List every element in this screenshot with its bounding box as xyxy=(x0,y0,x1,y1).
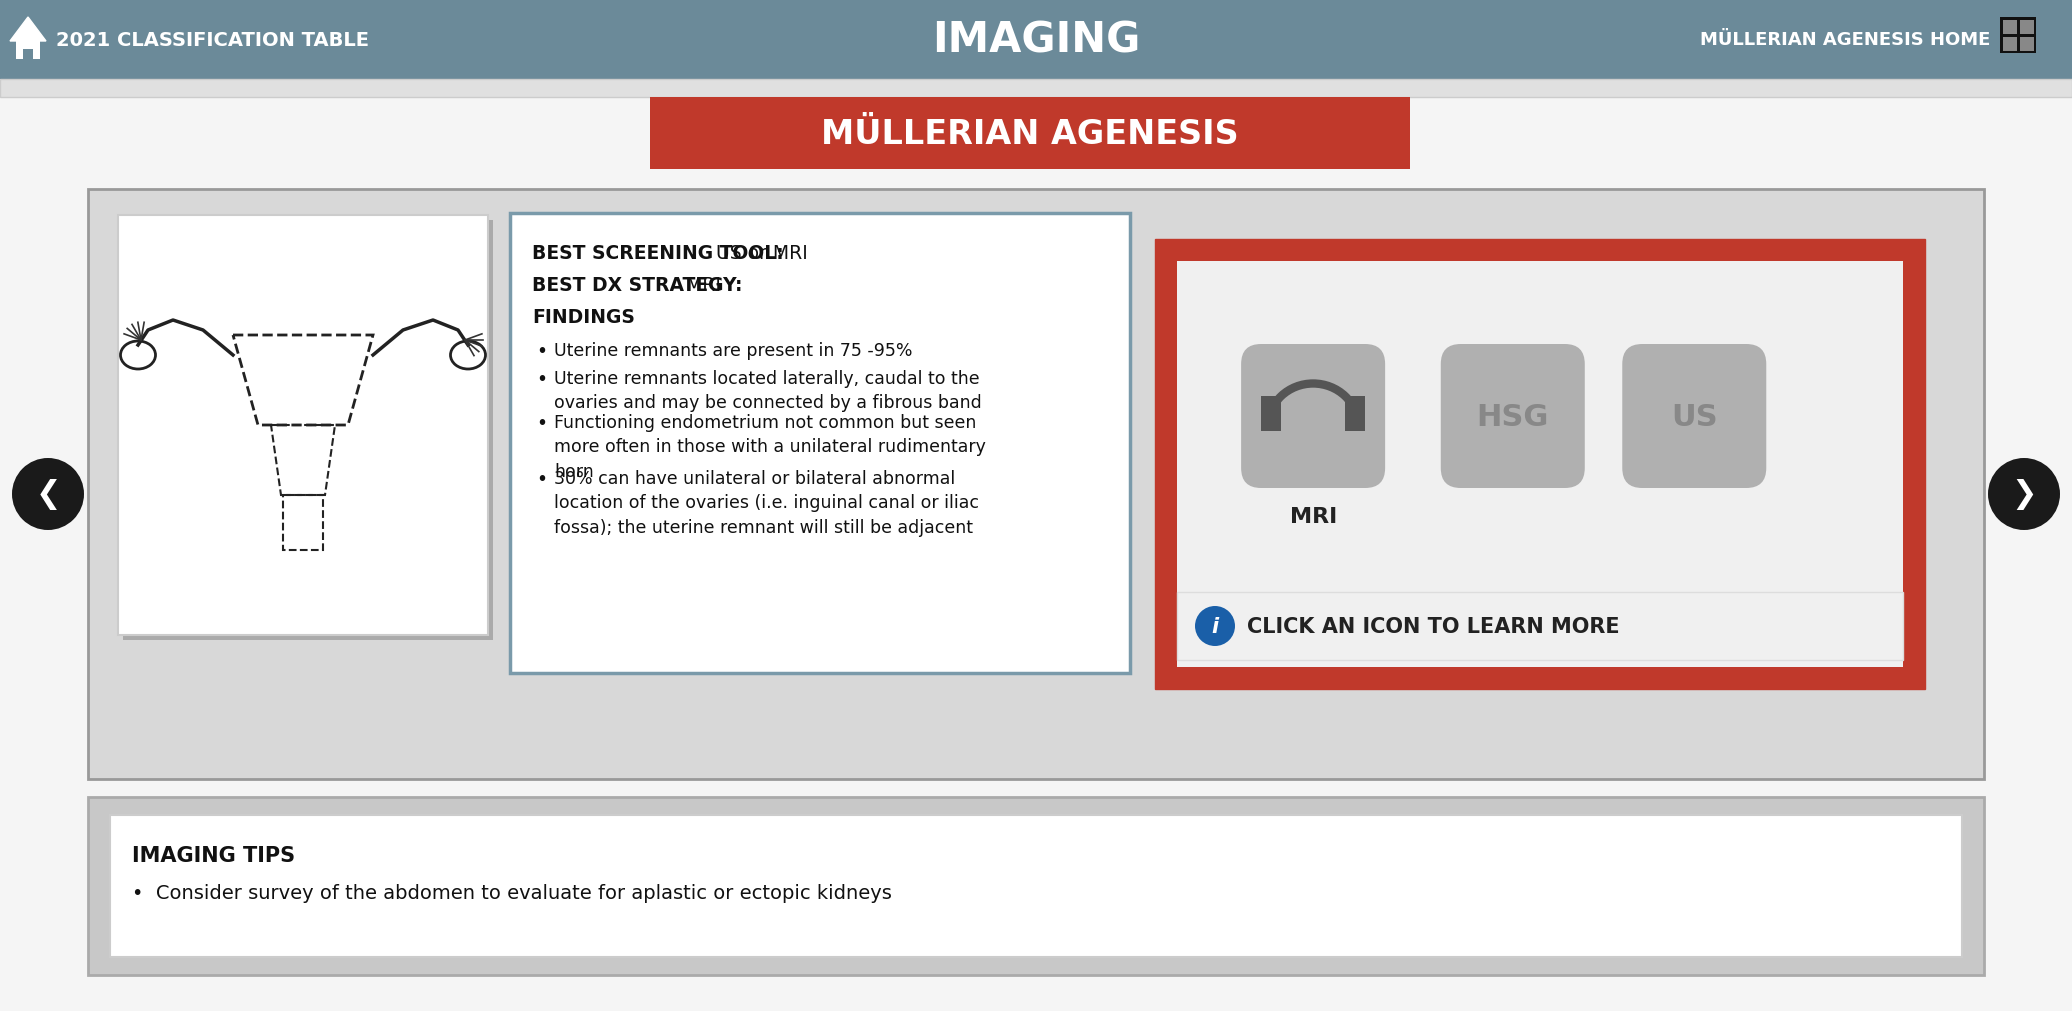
Bar xyxy=(1345,396,1365,432)
Bar xyxy=(0,0,2072,80)
Bar xyxy=(87,798,1985,975)
Bar xyxy=(122,220,493,640)
Text: US or MRI: US or MRI xyxy=(711,244,808,263)
Text: US: US xyxy=(1670,402,1718,431)
Bar xyxy=(1999,18,2037,54)
Circle shape xyxy=(1987,459,2060,531)
Bar xyxy=(118,215,489,635)
Circle shape xyxy=(1196,607,1235,646)
FancyBboxPatch shape xyxy=(1440,345,1585,488)
Text: FINDINGS: FINDINGS xyxy=(533,307,634,327)
Bar xyxy=(2020,21,2035,35)
Bar xyxy=(651,98,1411,170)
Bar xyxy=(17,42,39,60)
Text: •: • xyxy=(537,370,547,388)
Bar xyxy=(510,213,1129,673)
Text: Uterine remnants located laterally, caudal to the
ovaries and may be connected b: Uterine remnants located laterally, caud… xyxy=(553,370,982,411)
Circle shape xyxy=(12,459,85,531)
Text: IMAGING: IMAGING xyxy=(932,19,1140,61)
Text: ❮: ❮ xyxy=(35,479,60,510)
Text: •  Consider survey of the abdomen to evaluate for aplastic or ectopic kidneys: • Consider survey of the abdomen to eval… xyxy=(133,884,891,902)
Text: BEST DX STRATEGY:: BEST DX STRATEGY: xyxy=(533,276,742,295)
Bar xyxy=(110,815,1962,957)
Text: MÜLLERIAN AGENESIS HOME: MÜLLERIAN AGENESIS HOME xyxy=(1699,31,1989,49)
Text: MRI: MRI xyxy=(680,276,721,295)
Text: •: • xyxy=(537,469,547,488)
Text: MRI: MRI xyxy=(1289,507,1336,527)
Bar xyxy=(1177,592,1902,660)
Bar xyxy=(1154,240,1925,690)
Text: 2021 CLASSIFICATION TABLE: 2021 CLASSIFICATION TABLE xyxy=(56,30,369,50)
Bar xyxy=(0,80,2072,98)
Text: •: • xyxy=(537,413,547,433)
Text: CLICK AN ICON TO LEARN MORE: CLICK AN ICON TO LEARN MORE xyxy=(1247,617,1620,636)
Bar xyxy=(1177,262,1902,667)
Text: IMAGING TIPS: IMAGING TIPS xyxy=(133,845,294,865)
Text: BEST SCREENING TOOL:: BEST SCREENING TOOL: xyxy=(533,244,783,263)
Text: 30% can have unilateral or bilateral abnormal
location of the ovaries (i.e. ingu: 30% can have unilateral or bilateral abn… xyxy=(553,469,978,536)
FancyBboxPatch shape xyxy=(1241,345,1384,488)
Bar xyxy=(2020,38,2035,52)
Polygon shape xyxy=(10,18,46,42)
Text: Functioning endometrium not common but seen
more often in those with a unilatera: Functioning endometrium not common but s… xyxy=(553,413,986,480)
Bar xyxy=(2004,38,2016,52)
Bar xyxy=(87,190,1985,779)
Bar xyxy=(23,50,33,60)
Text: Uterine remnants are present in 75 -95%: Uterine remnants are present in 75 -95% xyxy=(553,342,912,360)
Bar xyxy=(1262,396,1280,432)
Bar xyxy=(2004,21,2016,35)
Text: HSG: HSG xyxy=(1477,402,1550,431)
Text: MÜLLERIAN AGENESIS: MÜLLERIAN AGENESIS xyxy=(821,117,1239,151)
Text: i: i xyxy=(1212,617,1218,636)
FancyBboxPatch shape xyxy=(1622,345,1765,488)
Text: •: • xyxy=(537,342,547,361)
Text: ❯: ❯ xyxy=(2012,479,2037,510)
